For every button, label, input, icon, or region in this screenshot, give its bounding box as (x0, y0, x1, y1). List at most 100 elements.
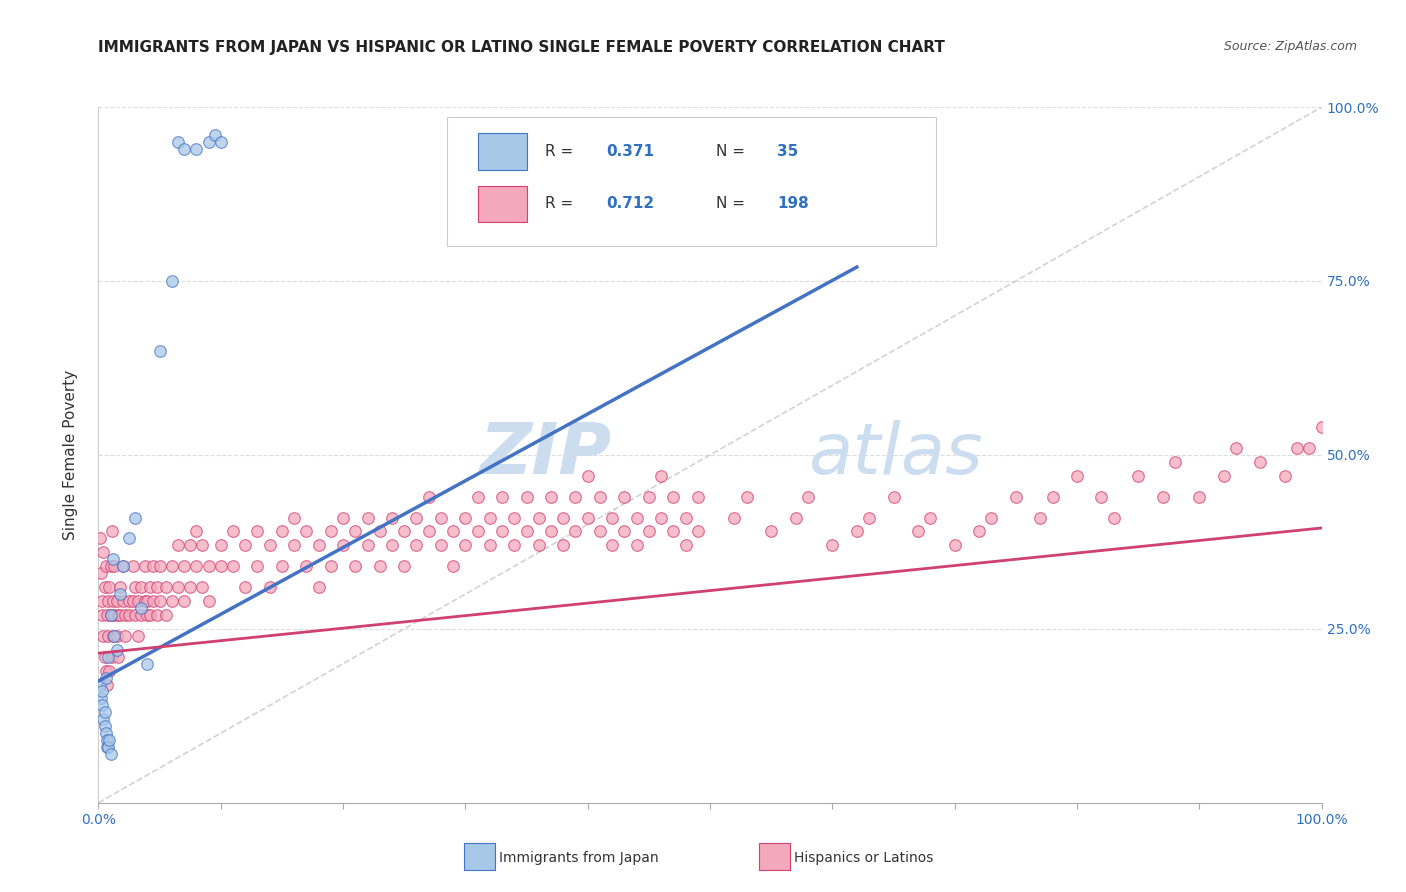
Point (191, 580, 214, 594)
Text: R =: R = (546, 145, 578, 159)
Point (111, 559, 134, 574)
Point (160, 594, 183, 608)
Point (441, 559, 464, 574)
Point (662, 490, 685, 504)
Point (204, 128, 226, 142)
Point (527, 510, 550, 524)
Point (160, 559, 183, 574)
Point (91, 607, 114, 622)
Point (405, 510, 427, 524)
Point (1188, 490, 1211, 504)
Point (943, 538, 966, 552)
Text: atlas: atlas (808, 420, 983, 490)
Point (540, 524, 562, 539)
Point (797, 490, 820, 504)
Point (110, 587, 132, 601)
Point (515, 490, 537, 504)
Point (167, 135, 190, 149)
Point (91, 629, 114, 643)
Point (146, 607, 169, 622)
Point (564, 490, 586, 504)
FancyBboxPatch shape (478, 134, 526, 169)
Point (381, 510, 404, 524)
Point (1090, 490, 1112, 504)
Point (209, 135, 232, 149)
Point (845, 524, 868, 539)
Point (186, 559, 208, 574)
Point (90, 566, 112, 581)
Point (110, 580, 132, 594)
Point (259, 538, 281, 552)
Point (94, 559, 117, 574)
Point (319, 524, 342, 539)
Point (103, 559, 125, 574)
Text: IMMIGRANTS FROM JAPAN VS HISPANIC OR LATINO SINGLE FEMALE POVERTY CORRELATION CH: IMMIGRANTS FROM JAPAN VS HISPANIC OR LAT… (98, 40, 945, 55)
Text: Source: ZipAtlas.com: Source: ZipAtlas.com (1223, 40, 1357, 54)
Point (270, 524, 294, 539)
Text: 0.712: 0.712 (606, 196, 654, 211)
Point (392, 559, 416, 574)
Point (134, 594, 156, 608)
Point (662, 524, 685, 539)
Point (91, 594, 114, 608)
Point (527, 538, 550, 552)
Point (920, 510, 942, 524)
Point (107, 649, 129, 664)
Point (94, 671, 117, 685)
Point (114, 607, 136, 622)
Point (186, 142, 208, 156)
Point (675, 510, 697, 524)
Point (149, 559, 172, 574)
Point (613, 490, 636, 504)
Point (93, 649, 115, 664)
Point (179, 580, 201, 594)
Point (638, 490, 661, 504)
Point (209, 559, 232, 574)
Point (478, 510, 501, 524)
Point (191, 538, 214, 552)
Text: Hispanics or Latinos: Hispanics or Latinos (794, 851, 934, 865)
Point (1212, 468, 1234, 483)
Point (319, 559, 342, 574)
Point (1066, 468, 1088, 483)
Point (111, 559, 134, 574)
Point (121, 594, 143, 608)
Point (283, 510, 305, 524)
Point (1286, 441, 1309, 455)
Point (564, 524, 586, 539)
Point (553, 510, 575, 524)
Point (1029, 510, 1052, 524)
Point (454, 142, 477, 156)
Point (124, 607, 146, 622)
Point (93, 580, 115, 594)
Point (332, 538, 354, 552)
Point (454, 538, 477, 552)
Point (124, 510, 146, 524)
Point (467, 524, 489, 539)
Point (173, 142, 195, 156)
Point (134, 559, 156, 574)
Point (97, 594, 120, 608)
Point (308, 580, 330, 594)
Point (1164, 455, 1187, 469)
Point (96, 740, 118, 755)
Point (149, 594, 172, 608)
Point (197, 594, 219, 608)
Point (1042, 490, 1064, 504)
Point (907, 524, 929, 539)
Point (295, 524, 318, 539)
Point (179, 538, 201, 552)
Point (91, 545, 114, 559)
Point (503, 538, 526, 552)
Point (600, 510, 623, 524)
Point (91, 712, 114, 726)
Point (1004, 490, 1026, 504)
Point (259, 580, 281, 594)
Point (173, 594, 195, 608)
Point (101, 629, 124, 643)
Point (90, 691, 112, 706)
Point (139, 580, 162, 594)
Point (142, 559, 165, 574)
Point (110, 607, 132, 622)
Point (146, 580, 169, 594)
